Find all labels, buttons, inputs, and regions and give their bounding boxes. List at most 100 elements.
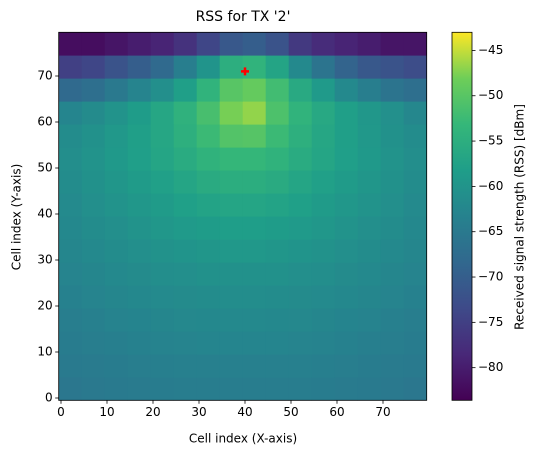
heat-cell [357,354,381,378]
heat-cell [334,124,358,148]
heat-cell [81,216,105,240]
heat-cell [150,78,174,102]
heat-cell [58,354,82,378]
heat-cell [219,262,243,286]
heat-cell [127,262,151,286]
heat-cell [219,32,243,56]
heat-cell [58,216,82,240]
heat-cell [219,354,243,378]
heat-cell [334,32,358,56]
heat-cell [58,147,82,171]
colorbar-tick-label: −65 [478,224,503,238]
heat-cell [288,354,312,378]
heat-cell [311,354,335,378]
heat-cell [311,147,335,171]
heat-cell [311,262,335,286]
heat-cell [288,55,312,79]
heat-cell [357,377,381,401]
colorbar-tick-label: −55 [478,134,503,148]
heat-cell [242,170,266,194]
tx-marker [241,67,249,76]
heat-cell [357,331,381,355]
heat-cell [81,193,105,217]
heat-cell [403,216,427,240]
heat-cell [81,262,105,286]
plot-frame [58,31,428,401]
heat-cell [81,354,105,378]
heat-cell [265,354,289,378]
heat-cell [403,377,427,401]
heat-cell [173,216,197,240]
heat-cell [403,262,427,286]
heat-cell [81,147,105,171]
heat-cell [242,193,266,217]
heat-cell [81,170,105,194]
heat-cell [311,377,335,401]
heat-cell [265,262,289,286]
heat-cell [219,78,243,102]
heat-cell [219,377,243,401]
heat-cell [196,78,220,102]
heat-cell [104,262,128,286]
heat-cell [173,32,197,56]
heat-cell [196,147,220,171]
heat-cell [380,262,404,286]
heat-cell [242,377,266,401]
heat-cell [288,285,312,309]
heat-cell [242,331,266,355]
x-tick-label: 20 [145,405,160,419]
colorbar-tick-label: −80 [478,360,503,374]
y-tick-label: 0 [45,391,53,405]
heat-cell [357,193,381,217]
heat-cell [288,331,312,355]
heat-cell [150,239,174,263]
heat-cell [265,216,289,240]
chart-title: RSS for TX '2' [196,9,291,25]
heat-cell [311,170,335,194]
heat-cell [357,124,381,148]
heat-cell [242,285,266,309]
heat-cell [380,193,404,217]
heat-cell [58,170,82,194]
heat-cell [403,239,427,263]
heat-cell [311,124,335,148]
heat-cell [150,377,174,401]
heat-cell [403,101,427,125]
heat-cell [81,55,105,79]
y-tick-label: 60 [37,115,52,129]
heat-cell [357,239,381,263]
heat-cell [150,216,174,240]
heat-cell [242,32,266,56]
heat-cell [334,216,358,240]
heat-cell [104,147,128,171]
heat-cell [219,331,243,355]
heat-cell [219,193,243,217]
heat-cell [380,101,404,125]
heat-cell [104,308,128,332]
heat-cell [357,101,381,125]
heat-cell [265,308,289,332]
heat-cell [196,285,220,309]
heat-cell [288,308,312,332]
heat-cell [288,239,312,263]
heat-cell [403,78,427,102]
heat-cell [357,147,381,171]
heat-cell [311,193,335,217]
heat-cell [219,101,243,125]
heat-cell [288,216,312,240]
heat-cell [219,124,243,148]
heat-cell [104,354,128,378]
heat-cell [58,78,82,102]
heat-cell [403,193,427,217]
heat-cell [380,377,404,401]
heat-cell [127,331,151,355]
heat-cell [311,78,335,102]
heat-cell [58,262,82,286]
heat-cell [380,285,404,309]
heat-cell [219,216,243,240]
heat-cell [380,308,404,332]
heat-cell [380,147,404,171]
heat-cell [173,331,197,355]
heat-cell [127,216,151,240]
